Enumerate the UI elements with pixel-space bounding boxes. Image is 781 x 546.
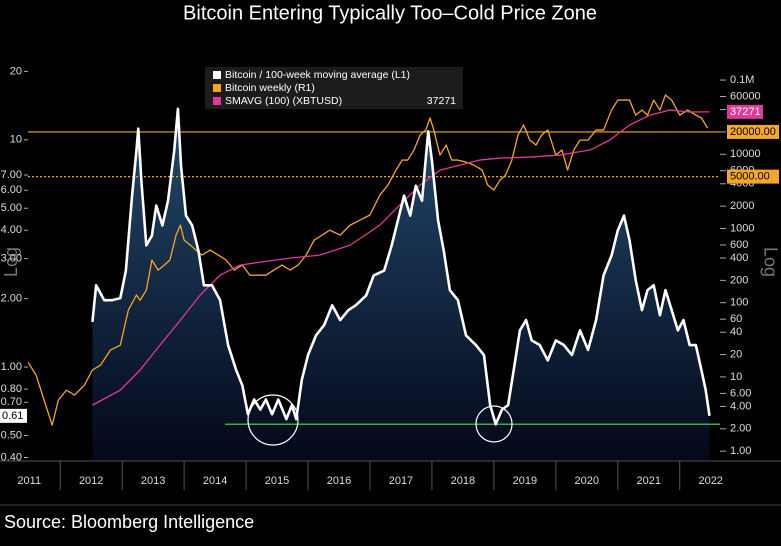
y-tick-label: 2.00 xyxy=(1,293,22,305)
last-value-tag-box xyxy=(0,408,27,423)
plot-area xyxy=(28,94,720,460)
x-tick-label: 2019 xyxy=(513,475,537,487)
y-tick-label: 1.00 xyxy=(1,361,22,373)
x-tick-label: 2018 xyxy=(451,475,475,487)
y-tick-label: 0.40 xyxy=(1,451,22,463)
y-tick-label: 20 xyxy=(10,65,22,77)
y-tick-label: 0.80 xyxy=(1,383,22,395)
legend-value: 37271 xyxy=(427,95,456,107)
y2-tick-label: 2000 xyxy=(730,200,754,212)
x-tick-label: 2017 xyxy=(389,475,413,487)
y2-tick-label: 0.1M xyxy=(730,74,754,86)
level-tag-box xyxy=(727,124,779,139)
y2-tick-label: 400 xyxy=(730,252,748,264)
y-tick-label: 0.70 xyxy=(1,396,22,408)
x-tick-label: 2016 xyxy=(327,475,351,487)
source-note: Source: Bloomberg Intelligence xyxy=(4,512,254,532)
x-tick-label: 2022 xyxy=(698,475,722,487)
y2-tick-label: 10000 xyxy=(730,148,761,160)
y-tick-label: 0.50 xyxy=(1,429,22,441)
y-tick-label: 4.00 xyxy=(1,224,22,236)
legend: Bitcoin / 100-week moving average (L1)Bi… xyxy=(205,67,463,109)
y2-tick-label: 100 xyxy=(730,297,748,309)
last-value-tag: 37271 xyxy=(730,106,761,118)
y2-tick-label: 4.00 xyxy=(730,400,751,412)
series-line xyxy=(92,109,710,406)
series-line xyxy=(28,94,709,426)
x-tick-label: 2014 xyxy=(203,475,227,487)
highlight-circle xyxy=(247,394,299,446)
y2-tick-label: 2.00 xyxy=(730,423,751,435)
level-tag-box xyxy=(727,169,779,184)
y2-axis-label: Log xyxy=(760,247,780,277)
y2-tick-label: 200 xyxy=(730,274,748,286)
x-tick-label: 2013 xyxy=(141,475,165,487)
y2-tick-label: 60000 xyxy=(730,90,761,102)
area-fill xyxy=(92,108,710,460)
x-tick-label: 2015 xyxy=(265,475,289,487)
legend-swatch xyxy=(213,71,221,79)
highlight-circle xyxy=(475,405,513,443)
axes: 2011 2012 2013 2014 2015 2016 2017 2018 2019 2020… xyxy=(0,65,779,490)
legend-label: Bitcoin / 100-week moving average (L1) xyxy=(225,69,410,81)
legend-swatch xyxy=(213,84,221,92)
legend-label: Bitcoin weekly (R1) xyxy=(225,82,315,94)
last-value-tag-box xyxy=(727,104,763,119)
legend-box xyxy=(205,67,463,109)
y-tick-label: 7.00 xyxy=(1,169,22,181)
y2-tick-label: 60 xyxy=(730,313,742,325)
y2-tick-label: 600 xyxy=(730,239,748,251)
y-tick-label: 6.00 xyxy=(1,184,22,196)
y2-tick-label: 1000 xyxy=(730,222,754,234)
y-tick-label: 10 xyxy=(10,134,22,146)
legend-label: SMAVG (100) (XBTUSD) xyxy=(225,95,342,107)
y2-tick-label: 6.00 xyxy=(730,387,751,399)
level-tag: 20000.00 xyxy=(730,126,776,138)
y2-tick-label: 10 xyxy=(730,371,742,383)
series-line xyxy=(91,107,711,426)
legend-swatch xyxy=(213,97,221,105)
y2-tick-label: 1.00 xyxy=(730,445,751,457)
x-tick-label: 2012 xyxy=(79,475,103,487)
y-tick-label: 5.00 xyxy=(1,202,22,214)
y-tick-label: 3.00 xyxy=(1,253,22,265)
level-tag: 5000.00 xyxy=(730,171,770,183)
last-value-tag: 0.61 xyxy=(2,410,23,422)
x-tick-label: 2021 xyxy=(637,475,661,487)
y-axis-label: Log xyxy=(1,247,21,277)
y2-tick-label: 40 xyxy=(730,326,742,338)
x-tick-label: 2020 xyxy=(575,475,599,487)
chart-title: Bitcoin Entering Typically Too–Cold Pric… xyxy=(183,2,597,24)
y2-tick-label: 20 xyxy=(730,348,742,360)
x-tick-label: 2011 xyxy=(17,475,41,487)
